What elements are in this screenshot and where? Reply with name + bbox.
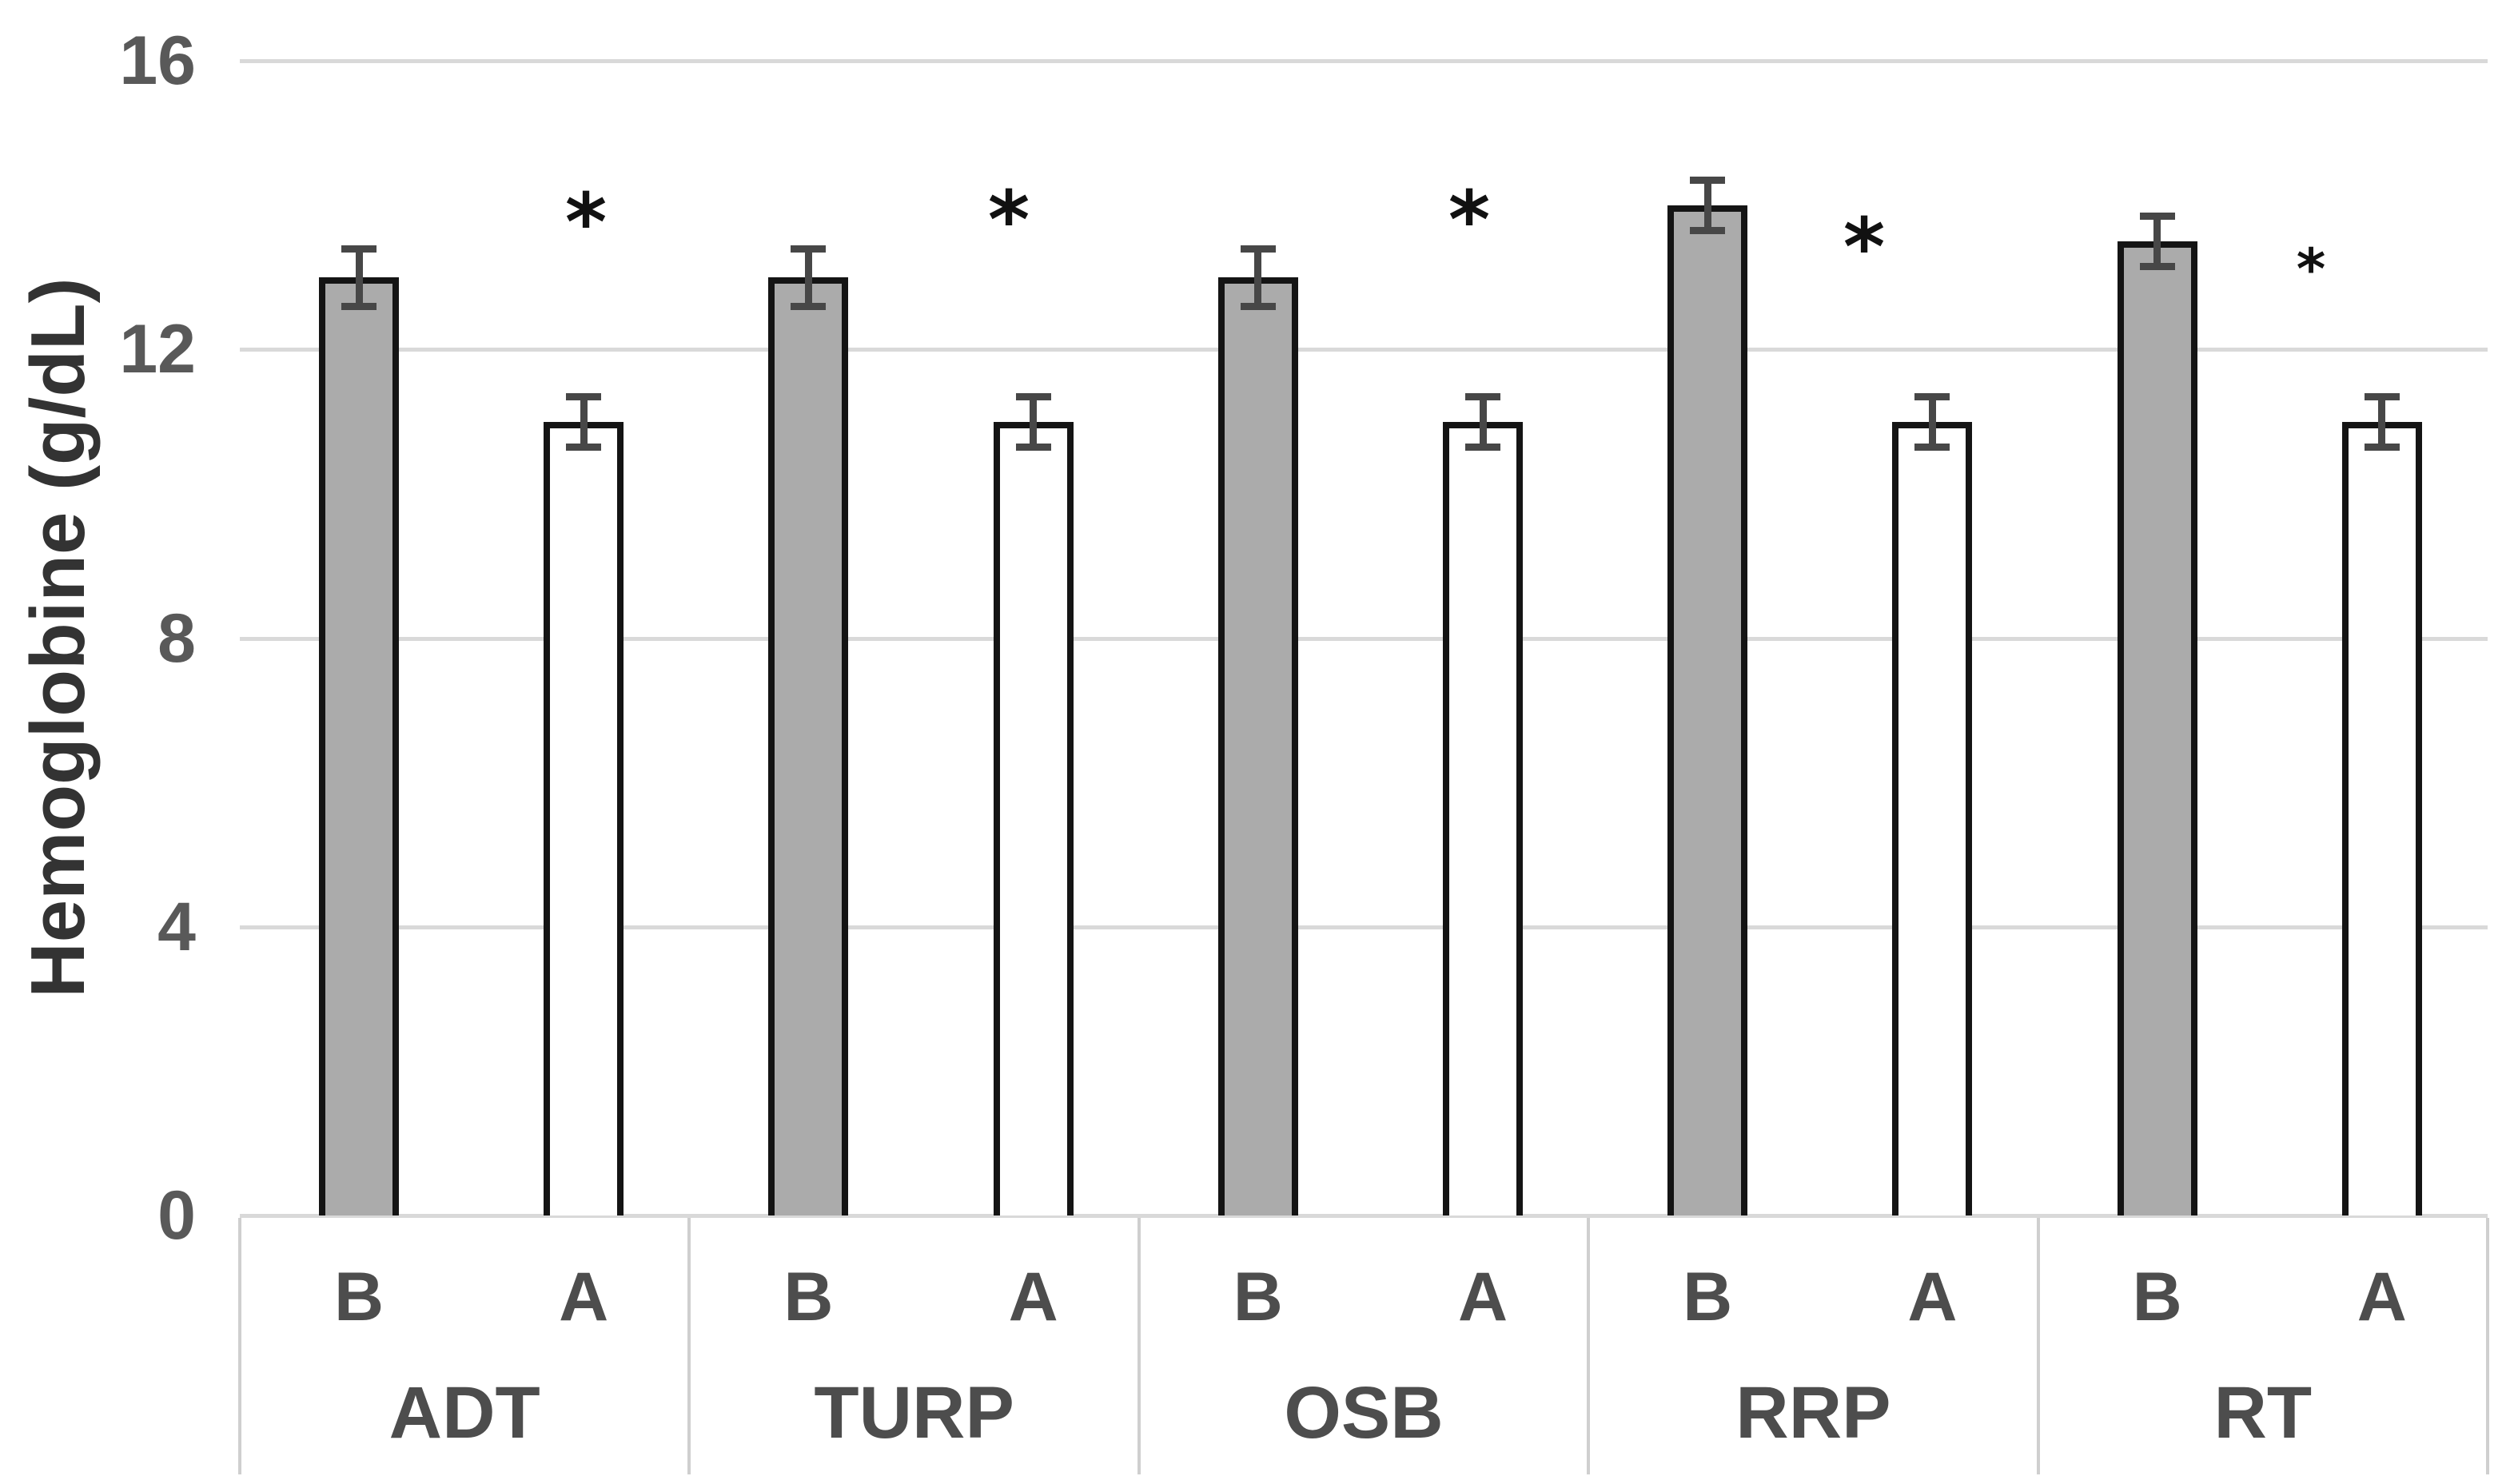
significance-asterisk-osb: * [1448, 173, 1491, 267]
category-band-divider [2036, 1218, 2040, 1474]
error-bar-cap [791, 245, 827, 253]
subcategory-label-b: B [1683, 1259, 1733, 1335]
subcategory-label-a: A [1008, 1259, 1058, 1335]
error-bar-whisker [1254, 248, 1262, 307]
error-bar-cap [791, 303, 827, 311]
group-label-adt: ADT [388, 1372, 540, 1454]
subcategory-label-b: B [333, 1259, 384, 1335]
group-label-osb: OSB [1284, 1372, 1444, 1454]
error-bar-cap [1914, 392, 1950, 400]
significance-asterisk-rrp: * [1843, 201, 1886, 294]
error-bar-whisker [1479, 396, 1487, 448]
y-tick-label: 12 [119, 311, 196, 388]
error-bar-cap [1690, 177, 1726, 185]
error-bar-cap [1240, 245, 1276, 253]
error-bar-whisker [355, 248, 363, 307]
bar-a-rrp [1892, 421, 1973, 1215]
category-band-divider [238, 1218, 241, 1474]
bar-b-turp [768, 277, 849, 1215]
error-bar-cap [2139, 263, 2175, 271]
subcategory-label-b: B [783, 1259, 834, 1335]
gridline [240, 1214, 2488, 1218]
error-bar-whisker [2378, 396, 2386, 448]
gridline [240, 925, 2488, 929]
subcategory-label-a: A [2357, 1259, 2407, 1335]
bar-a-rt [2341, 421, 2422, 1215]
significance-asterisk-rt: * [2296, 236, 2326, 302]
error-bar-whisker [1703, 180, 1711, 231]
error-bar-cap [566, 392, 602, 400]
gridline [240, 636, 2488, 641]
error-bar-whisker [1928, 396, 1936, 448]
y-tick-label: 0 [157, 1177, 196, 1254]
category-band-divider [1587, 1218, 1591, 1474]
error-bar-cap [1914, 444, 1950, 452]
bar-b-adt [319, 277, 400, 1215]
y-tick-label: 8 [157, 599, 196, 677]
subcategory-label-b: B [1233, 1259, 1283, 1335]
bar-a-adt [544, 421, 624, 1215]
bar-a-osb [1443, 421, 1524, 1215]
bar-b-rrp [1667, 205, 1748, 1215]
error-bar-cap [1690, 227, 1726, 235]
group-label-rt: RT [2213, 1372, 2313, 1454]
error-bar-whisker [804, 248, 812, 307]
error-bar-cap [2139, 213, 2175, 221]
error-bar-cap [1015, 392, 1051, 400]
category-band-divider [687, 1218, 691, 1474]
bar-a-turp [993, 421, 1074, 1215]
error-bar-cap [566, 444, 602, 452]
gridline [240, 59, 2488, 63]
error-bar-whisker [2153, 216, 2161, 267]
error-bar-cap [341, 303, 377, 311]
subcategory-label-b: B [2132, 1259, 2182, 1335]
y-tick-label: 4 [157, 888, 196, 965]
error-bar-cap [2364, 392, 2400, 400]
category-band-divider [2486, 1218, 2489, 1474]
group-label-turp: TURP [814, 1372, 1014, 1454]
error-bar-cap [1465, 444, 1501, 452]
error-bar-cap [1465, 392, 1501, 400]
significance-asterisk-adt: * [564, 176, 608, 269]
subcategory-label-a: A [559, 1259, 609, 1335]
significance-asterisk-turp: * [987, 173, 1030, 267]
category-band-divider [1137, 1218, 1141, 1474]
error-bar-whisker [1030, 396, 1038, 448]
subcategory-label-a: A [1907, 1259, 1958, 1335]
error-bar-cap [2364, 444, 2400, 452]
error-bar-cap [341, 245, 377, 253]
subcategory-label-a: A [1457, 1259, 1508, 1335]
group-label-rrp: RRP [1735, 1372, 1891, 1454]
y-tick-label: 16 [119, 22, 196, 99]
bar-b-rt [2117, 241, 2197, 1215]
error-bar-whisker [580, 396, 588, 448]
gridline [240, 348, 2488, 352]
error-bar-cap [1240, 303, 1276, 311]
bar-b-osb [1217, 277, 1298, 1215]
error-bar-cap [1015, 444, 1051, 452]
